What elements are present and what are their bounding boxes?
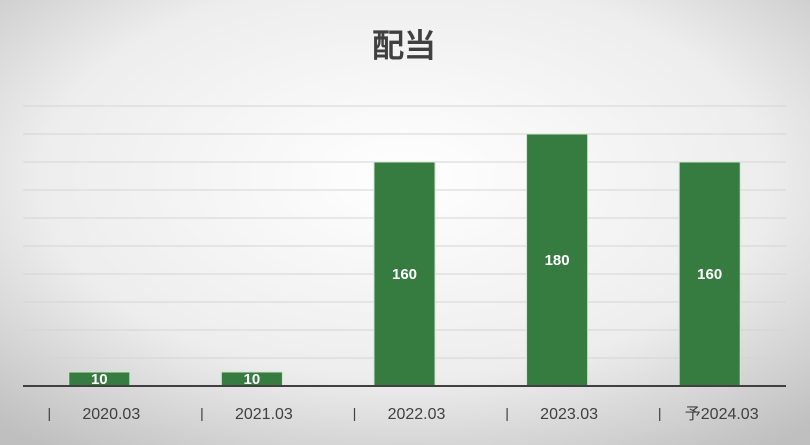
data-label: 10 [91,371,108,388]
x-tick-label: 2020.03 [82,406,140,423]
chart-title: 配当 [372,27,436,63]
x-tick-label: 2022.03 [388,406,446,423]
x-tick-label: 2023.03 [540,406,598,423]
data-label: 10 [244,371,261,388]
x-tick-label: 予2024.03 [685,405,759,423]
bar [526,133,589,387]
x-tick-label: 2021.03 [235,406,293,423]
data-label: 180 [545,252,570,269]
data-label: 160 [697,266,722,283]
bar [678,161,741,387]
data-label: 160 [392,266,417,283]
bar [373,161,436,387]
